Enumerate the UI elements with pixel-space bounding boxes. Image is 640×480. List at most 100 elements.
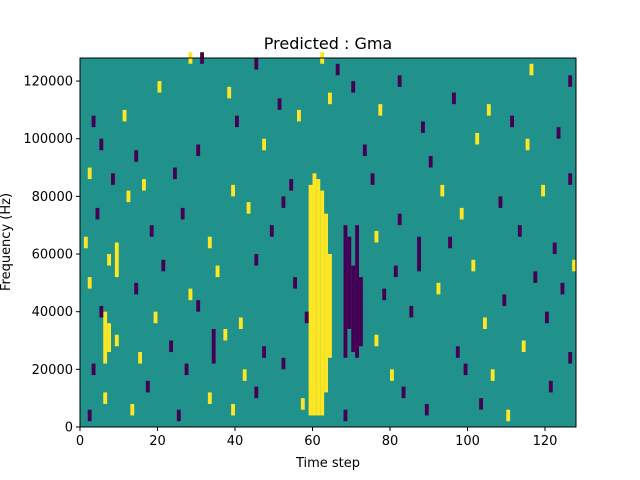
- heatmap-cell: [545, 311, 549, 324]
- heatmap-cell: [568, 75, 573, 87]
- heatmap-cell: [215, 265, 220, 278]
- heatmap-column-block: [308, 184, 313, 416]
- heatmap-column-block: [347, 236, 352, 329]
- heatmap-cell: [157, 81, 162, 93]
- heatmap-cell: [99, 305, 104, 318]
- heatmap-cell: [382, 288, 387, 301]
- y-tick-label: 20000: [32, 363, 73, 378]
- y-tick-label: 40000: [32, 305, 73, 320]
- heatmap-cell: [91, 363, 96, 376]
- heatmap-cell: [297, 109, 301, 122]
- heatmap-cell: [180, 207, 185, 220]
- heatmap-column-block: [114, 242, 119, 278]
- heatmap-cell: [568, 173, 573, 185]
- heatmap-cell: [126, 190, 131, 203]
- y-tick-label: 80000: [32, 190, 73, 205]
- heatmap-cell: [448, 236, 452, 249]
- heatmap-cell: [510, 115, 514, 128]
- y-tick-label: 100000: [23, 132, 73, 147]
- y-tick-label: 0: [65, 421, 73, 436]
- heatmap-cell: [498, 196, 503, 208]
- x-tick-label: 0: [76, 434, 84, 449]
- heatmap-cell: [424, 403, 429, 416]
- heatmap-cell: [281, 196, 286, 208]
- heatmap-cell: [254, 58, 259, 70]
- heatmap-column-block: [355, 225, 359, 358]
- heatmap-cell: [149, 225, 154, 237]
- heatmap-cell: [362, 144, 367, 157]
- heatmap-column-block: [211, 328, 216, 364]
- heatmap-cell: [134, 282, 139, 295]
- x-axis-label: Time step: [295, 456, 360, 471]
- heatmap-cell: [87, 409, 92, 422]
- heatmap-cell: [479, 398, 483, 410]
- heatmap-cell: [161, 259, 166, 272]
- heatmap-column-block: [324, 213, 328, 393]
- heatmap-cell: [335, 63, 340, 76]
- x-tick-label: 40: [227, 434, 244, 449]
- heatmap-cell: [277, 98, 282, 110]
- heatmap-cell: [436, 282, 441, 295]
- heatmap-cell: [560, 282, 565, 295]
- heatmap-cell: [107, 254, 111, 266]
- y-axis-ticks: 0 20000 40000 60000 80000 100000 120000: [23, 75, 80, 436]
- heatmap-cell: [254, 254, 259, 266]
- heatmap-column-block: [312, 173, 317, 416]
- heatmap-cell: [533, 271, 538, 283]
- heatmap-cell: [238, 317, 243, 329]
- heatmap-cell: [227, 86, 232, 99]
- x-tick-label: 60: [304, 434, 321, 449]
- heatmap-cell: [246, 202, 251, 214]
- heatmap-column-block: [359, 277, 363, 347]
- heatmap-column-block: [343, 225, 348, 358]
- heatmap-cell: [351, 81, 356, 93]
- heatmap-column-block: [351, 265, 356, 353]
- heatmap-cell: [390, 369, 394, 381]
- heatmap-cell: [378, 104, 383, 116]
- heatmap-cell: [486, 104, 491, 116]
- heatmap-column-block: [328, 254, 332, 358]
- heatmap-cell: [343, 409, 348, 422]
- heatmap-cell: [541, 184, 545, 197]
- heatmap-cell: [374, 334, 379, 347]
- heatmap-cell: [223, 328, 228, 341]
- heatmap-cell: [99, 138, 104, 151]
- heatmap-cell: [231, 403, 235, 416]
- plot-area: [80, 52, 576, 427]
- heatmap-cell: [103, 392, 108, 404]
- heatmap-cell: [196, 300, 201, 312]
- heatmap-cell: [490, 369, 495, 381]
- heatmap-cell: [231, 184, 235, 197]
- heatmap-cell: [87, 167, 92, 180]
- heatmap-cell: [83, 236, 88, 249]
- heatmap-cell: [111, 173, 115, 185]
- heatmap-cell: [184, 363, 189, 376]
- x-tick-label: 120: [533, 434, 558, 449]
- heatmap-cell: [281, 357, 286, 370]
- heatmap-column-block: [316, 179, 321, 416]
- x-tick-label: 100: [455, 434, 480, 449]
- heatmap-cell: [173, 167, 177, 180]
- heatmap-cell: [463, 363, 468, 376]
- y-axis-label: Frequency (Hz): [0, 193, 14, 291]
- heatmap-cell: [502, 294, 507, 306]
- heatmap-cell: [548, 380, 553, 393]
- heatmap-cell: [196, 144, 201, 157]
- heatmap-cell: [207, 392, 212, 404]
- heatmap-cell: [145, 380, 150, 393]
- heatmap-cell: [455, 346, 460, 358]
- heatmap-cell: [87, 277, 92, 289]
- heatmap-cell: [235, 115, 239, 128]
- heatmap-cell: [169, 340, 173, 353]
- heatmap-cell: [440, 184, 445, 197]
- x-tick-label: 20: [149, 434, 166, 449]
- heatmap-column-block: [320, 190, 325, 416]
- heatmap-column-block: [103, 311, 108, 364]
- heatmap-cell: [421, 121, 425, 133]
- y-tick-label: 60000: [32, 248, 73, 263]
- heatmap-cell: [459, 207, 464, 220]
- heatmap-cell: [242, 369, 247, 381]
- heatmap-cell: [401, 386, 406, 399]
- heatmap-cell: [525, 138, 530, 151]
